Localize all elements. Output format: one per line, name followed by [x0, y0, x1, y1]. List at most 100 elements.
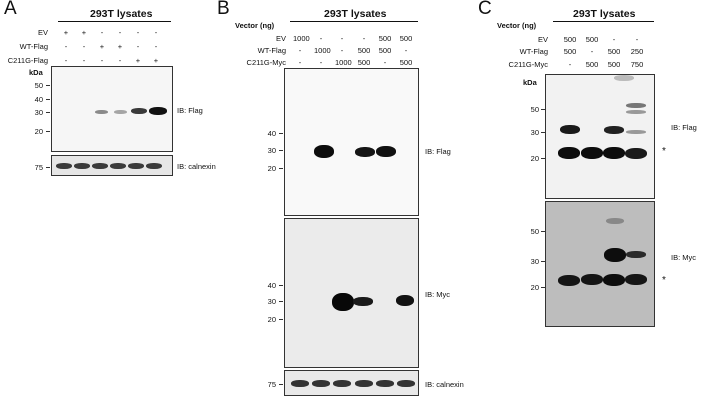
cell: 500 — [585, 60, 599, 69]
mw-tick — [279, 150, 283, 151]
mw-tick — [46, 112, 50, 113]
blot-a-flag — [51, 66, 173, 152]
row-label-c211g-flag: C211G-Flag — [7, 56, 48, 65]
mw-tick — [279, 319, 283, 320]
band — [376, 380, 394, 387]
kda-label: kDa — [29, 68, 43, 77]
mw-marker: 50 — [530, 105, 539, 114]
cell: - — [340, 34, 344, 43]
cell: - — [64, 56, 68, 65]
cell: 500 — [585, 35, 599, 44]
mw-tick — [541, 109, 545, 110]
cell: - — [100, 28, 104, 37]
cell: - — [136, 42, 140, 51]
band — [110, 163, 126, 169]
band — [95, 110, 108, 114]
cell: - — [319, 58, 323, 67]
row-label-ev: EV — [37, 28, 48, 37]
cell: 750 — [630, 60, 644, 69]
cell: + — [153, 56, 159, 65]
mw-marker: 30 — [34, 108, 43, 117]
band — [626, 103, 646, 108]
panel-a-title: 293T lysates — [90, 8, 153, 20]
cell: + — [81, 28, 87, 37]
mw-tick — [46, 167, 50, 168]
cell: - — [362, 34, 366, 43]
blot-c-myc — [545, 201, 655, 327]
mw-tick — [541, 132, 545, 133]
mw-marker: 40 — [267, 129, 276, 138]
band — [625, 274, 647, 285]
mw-marker: 30 — [267, 297, 276, 306]
band — [355, 380, 373, 387]
band — [128, 163, 144, 169]
band — [333, 380, 351, 387]
band — [581, 274, 603, 285]
cell: + — [99, 42, 105, 51]
mw-tick — [46, 85, 50, 86]
mw-marker: 40 — [34, 95, 43, 104]
mw-tick — [541, 261, 545, 262]
cell: 500 — [563, 35, 577, 44]
cell: + — [117, 42, 123, 51]
cell: - — [118, 56, 122, 65]
nonspecific-asterisk: * — [662, 146, 666, 157]
cell: 500 — [607, 47, 621, 56]
cell: 500 — [378, 46, 392, 55]
cell: 500 — [357, 46, 371, 55]
panel-c-title: 293T lysates — [573, 8, 636, 20]
band — [626, 251, 646, 258]
ib-flag-label: IB: Flag — [425, 147, 451, 156]
blot-b-calnexin — [284, 370, 419, 396]
mw-tick — [46, 99, 50, 100]
band — [56, 163, 72, 169]
blot-b-myc — [284, 218, 419, 368]
ib-myc-label: IB: Myc — [671, 253, 697, 262]
band — [397, 380, 415, 387]
cell: - — [154, 42, 158, 51]
nonspecific-asterisk: * — [662, 275, 666, 286]
row-label-wt-flag: WT-Flag — [19, 42, 48, 51]
cell: 250 — [630, 47, 644, 56]
band — [396, 295, 414, 306]
panel-c-letter: C — [478, 0, 492, 19]
blot-b-flag — [284, 68, 419, 216]
cell: 500 — [607, 60, 621, 69]
band — [131, 108, 147, 114]
ib-calnexin-label: IB: calnexin — [177, 162, 216, 171]
panel-a-letter: A — [4, 0, 17, 19]
cell: - — [64, 42, 68, 51]
mw-tick — [46, 131, 50, 132]
band — [353, 297, 373, 306]
cell: - — [340, 46, 344, 55]
band — [291, 380, 309, 387]
band — [604, 126, 624, 134]
mw-marker: 20 — [530, 154, 539, 163]
band — [558, 147, 580, 159]
band — [603, 147, 625, 159]
ib-flag-label: IB: Flag — [177, 106, 203, 115]
cell: + — [135, 56, 141, 65]
cell: 500 — [357, 58, 371, 67]
band — [314, 145, 334, 158]
cell: - — [298, 58, 302, 67]
vector-label: Vector (ng) — [497, 21, 537, 30]
cell: + — [63, 28, 69, 37]
band — [332, 293, 354, 311]
cell: - — [82, 56, 86, 65]
mw-marker: 30 — [530, 257, 539, 266]
mw-tick — [279, 133, 283, 134]
band — [355, 147, 375, 157]
blot-c-flag — [545, 74, 655, 199]
cell: - — [568, 60, 572, 69]
row-label-wt-flag: WT-Flag — [257, 46, 286, 55]
band — [604, 248, 626, 262]
cell: 1000 — [335, 58, 352, 67]
mw-marker: 20 — [267, 315, 276, 324]
mw-marker: 40 — [267, 281, 276, 290]
mw-marker: 30 — [530, 128, 539, 137]
band — [149, 107, 167, 115]
panel-b-title-line — [290, 21, 418, 22]
band — [146, 163, 162, 169]
cell: - — [383, 58, 387, 67]
